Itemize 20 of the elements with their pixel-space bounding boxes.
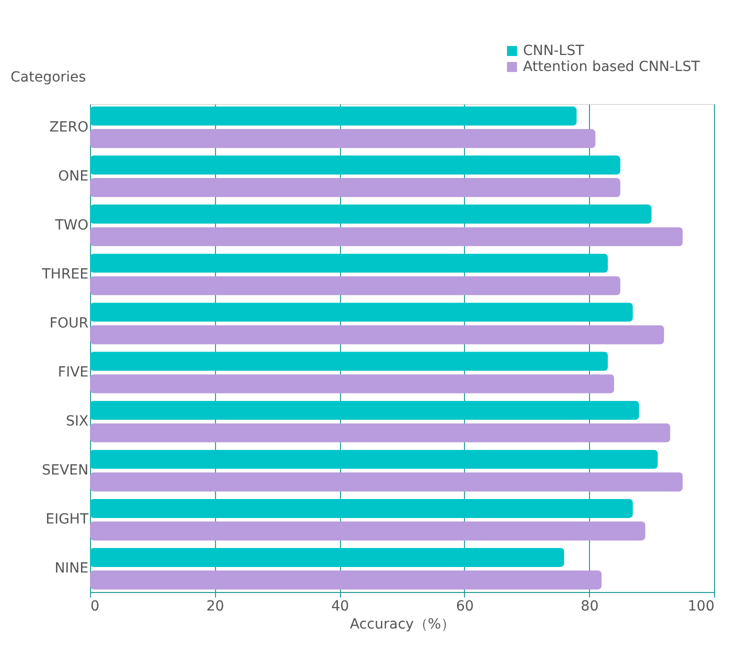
legend-label: CNN-LST <box>523 43 584 59</box>
y-tick-label: ZERO <box>49 119 88 136</box>
x-tick-label: 40 <box>331 598 350 614</box>
x-tick-label: 20 <box>206 598 224 614</box>
x-tick-label: 100 <box>688 598 714 614</box>
y-tick-label: TWO <box>54 217 88 234</box>
y-tick-label: FOUR <box>49 315 89 332</box>
y-tick-label: SEVEN <box>42 462 88 479</box>
y-tick-label: ONE <box>58 168 88 184</box>
legend-label: Attention based CNN-LST <box>523 59 700 75</box>
x-tick-label: 60 <box>456 598 474 614</box>
y-tick-label: EIGHT <box>46 512 89 528</box>
x-tick-label: 80 <box>580 598 599 614</box>
y-tick-label: NINE <box>54 560 88 577</box>
y-axis-title: Categories <box>10 70 86 86</box>
y-tick-label: SIX <box>66 414 89 430</box>
y-tick-label: FIVE <box>58 364 88 381</box>
x-tick-label: 0 <box>90 598 100 614</box>
y-tick-label: THREE <box>41 266 88 282</box>
x-axis-title: Accuracy（%） <box>350 616 456 632</box>
